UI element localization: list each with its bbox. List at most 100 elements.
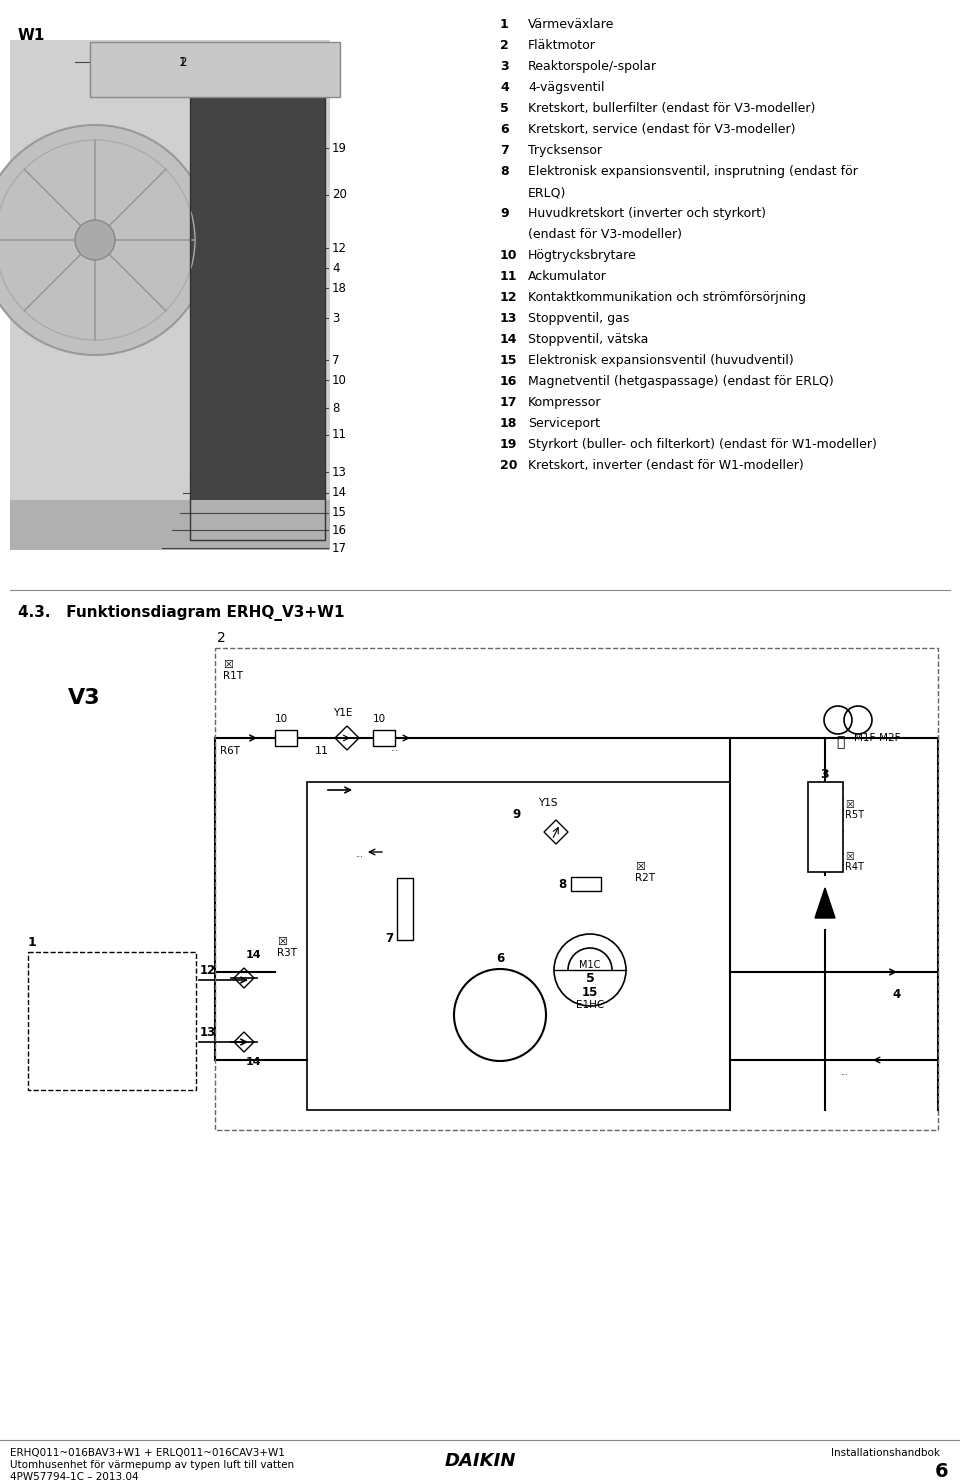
Bar <box>10 500 330 551</box>
Text: Stoppventil, gas: Stoppventil, gas <box>528 312 630 326</box>
Polygon shape <box>815 888 835 918</box>
Text: 20: 20 <box>500 459 517 472</box>
Text: 2: 2 <box>179 55 186 68</box>
Text: 20: 20 <box>332 188 347 201</box>
Text: S1PH: S1PH <box>573 881 599 889</box>
Text: 10: 10 <box>500 249 517 262</box>
Text: 15: 15 <box>500 354 517 367</box>
Text: 16: 16 <box>500 374 517 388</box>
Text: 6: 6 <box>934 1462 948 1480</box>
Text: 13: 13 <box>200 1026 216 1039</box>
Bar <box>10 40 330 551</box>
Text: M1C: M1C <box>579 961 601 969</box>
Text: R6T: R6T <box>220 746 240 756</box>
Text: 4: 4 <box>332 262 340 274</box>
Text: Elektronisk expansionsventil (huvudventil): Elektronisk expansionsventil (huvudventi… <box>528 354 794 367</box>
Text: 3: 3 <box>500 61 509 73</box>
Text: 4.3.   Funktionsdiagram ERHQ_V3+W1: 4.3. Funktionsdiagram ERHQ_V3+W1 <box>18 605 345 622</box>
Text: 6: 6 <box>496 952 504 965</box>
Text: 4: 4 <box>500 81 509 95</box>
Text: Fläktmotor: Fläktmotor <box>528 38 596 52</box>
Text: 10: 10 <box>275 713 288 724</box>
Text: Kretskort, service (endast för V3-modeller): Kretskort, service (endast för V3-modell… <box>528 123 796 136</box>
Text: ☒: ☒ <box>635 861 645 872</box>
Text: 7: 7 <box>500 144 509 157</box>
Text: W1: W1 <box>18 28 45 43</box>
Text: ERLQ): ERLQ) <box>528 186 566 198</box>
Text: 15: 15 <box>582 986 598 999</box>
Text: 2: 2 <box>217 630 226 645</box>
Text: 10: 10 <box>373 713 386 724</box>
Text: 11: 11 <box>315 746 329 756</box>
Text: DAIKIN: DAIKIN <box>444 1452 516 1470</box>
Text: 1: 1 <box>28 935 36 949</box>
Text: 16: 16 <box>332 524 347 536</box>
Text: Trycksensor: Trycksensor <box>528 144 602 157</box>
Text: Installationshandbok: Installationshandbok <box>831 1447 940 1458</box>
Text: 4PW57794-1C – 2013.04: 4PW57794-1C – 2013.04 <box>10 1473 138 1480</box>
Text: 5: 5 <box>500 102 509 115</box>
Text: R5T: R5T <box>845 810 864 820</box>
Text: Elektronisk expansionsventil, insprutning (endast för: Elektronisk expansionsventil, insprutnin… <box>528 164 858 178</box>
Text: Magnetventil (hetgaspassage) (endast för ERLQ): Magnetventil (hetgaspassage) (endast för… <box>528 374 833 388</box>
Bar <box>397 878 413 940</box>
Text: ☒: ☒ <box>277 937 287 947</box>
Text: Styrkort (buller- och filterkort) (endast för W1-modeller): Styrkort (buller- och filterkort) (endas… <box>528 438 876 451</box>
Text: Reaktorspole/-spolar: Reaktorspole/-spolar <box>528 61 657 73</box>
Text: 10: 10 <box>332 373 347 386</box>
Text: 14: 14 <box>246 1057 262 1067</box>
Text: 7: 7 <box>332 354 340 367</box>
Text: Utomhusenhet för värmepump av typen luft till vatten: Utomhusenhet för värmepump av typen luft… <box>10 1459 294 1470</box>
Text: 5: 5 <box>586 972 594 986</box>
Text: ...: ... <box>390 744 397 753</box>
Circle shape <box>75 221 115 260</box>
Text: M1F-M2F: M1F-M2F <box>854 733 900 743</box>
Text: Ackumulator: Ackumulator <box>528 269 607 283</box>
Text: 17: 17 <box>332 542 347 555</box>
Text: 18: 18 <box>332 281 347 295</box>
Bar <box>28 952 196 1089</box>
Text: 19: 19 <box>500 438 517 451</box>
Text: 12: 12 <box>200 963 216 977</box>
Bar <box>808 781 843 872</box>
Text: 17: 17 <box>500 397 517 408</box>
Text: R2T: R2T <box>635 873 655 884</box>
Text: Huvudkretskort (inverter och styrkort): Huvudkretskort (inverter och styrkort) <box>528 207 766 221</box>
Text: Kontaktkommunikation och strömförsörjning: Kontaktkommunikation och strömförsörjnin… <box>528 292 806 303</box>
Text: ☒: ☒ <box>223 660 233 670</box>
Text: 13: 13 <box>500 312 517 326</box>
Text: 13: 13 <box>332 466 347 478</box>
Text: Y1S: Y1S <box>538 798 558 808</box>
Text: Y1E: Y1E <box>333 707 352 718</box>
Text: 14: 14 <box>332 487 347 499</box>
Text: 15: 15 <box>332 506 347 519</box>
Text: 6: 6 <box>500 123 509 136</box>
Text: Värmeväxlare: Värmeväxlare <box>528 18 614 31</box>
Text: R1T: R1T <box>223 670 243 681</box>
Text: 4-vägsventil: 4-vägsventil <box>528 81 605 95</box>
Text: Serviceport: Serviceport <box>528 417 600 431</box>
Text: Kretskort, bullerfilter (endast för V3-modeller): Kretskort, bullerfilter (endast för V3-m… <box>528 102 815 115</box>
Text: 8: 8 <box>332 401 340 414</box>
Text: Kompressor: Kompressor <box>528 397 602 408</box>
Text: ERHQ011~016BAV3+W1 + ERLQ011~016CAV3+W1: ERHQ011~016BAV3+W1 + ERLQ011~016CAV3+W1 <box>10 1447 285 1458</box>
Text: 11: 11 <box>332 429 347 441</box>
Text: Stoppventil, vätska: Stoppventil, vätska <box>528 333 648 346</box>
Text: Högtrycksbrytare: Högtrycksbrytare <box>528 249 636 262</box>
Text: R3T: R3T <box>277 949 297 958</box>
Text: ☒: ☒ <box>845 801 853 810</box>
Text: ...: ... <box>355 850 363 858</box>
Text: 1: 1 <box>500 18 509 31</box>
Text: 4: 4 <box>892 989 900 1000</box>
Text: 7: 7 <box>385 932 394 946</box>
Bar <box>190 50 325 540</box>
Text: ⒲: ⒲ <box>836 736 844 749</box>
Text: 9: 9 <box>500 207 509 221</box>
Text: 18: 18 <box>500 417 517 431</box>
Text: 14: 14 <box>246 950 262 961</box>
Text: 14: 14 <box>500 333 517 346</box>
Text: 1: 1 <box>179 55 186 68</box>
Text: 2: 2 <box>500 38 509 52</box>
Text: 19: 19 <box>332 142 347 154</box>
Bar <box>571 878 601 891</box>
